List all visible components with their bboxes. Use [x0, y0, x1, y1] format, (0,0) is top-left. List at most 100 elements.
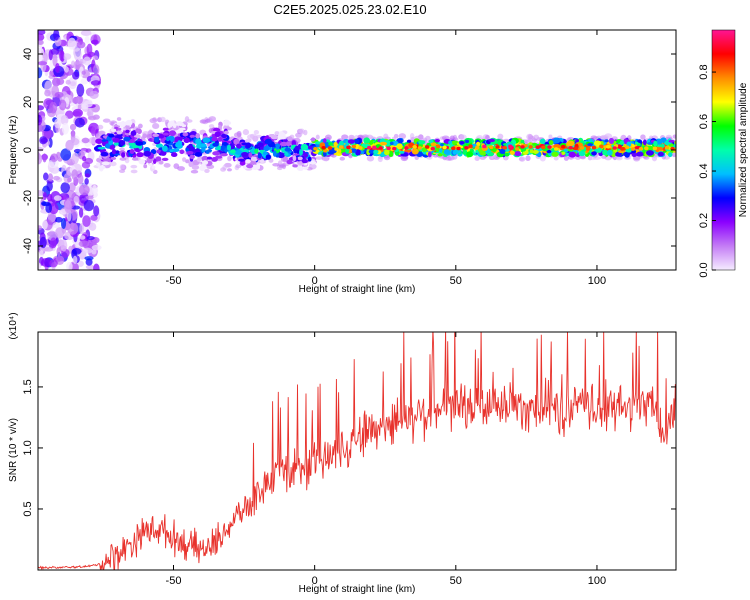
heatmap-cell [92, 184, 98, 195]
heatmap-cell [189, 134, 196, 138]
y-tick-label: -40 [22, 238, 34, 254]
heatmap-cell [315, 156, 323, 160]
heatmap-cell [282, 163, 287, 170]
heatmap-cell [111, 149, 117, 155]
heatmap-cell [169, 149, 174, 153]
heatmap-cell [120, 140, 126, 146]
heatmap-cell [101, 161, 110, 166]
heatmap-cell [658, 146, 663, 151]
heatmap-cell [53, 175, 61, 181]
heatmap-cell [434, 138, 440, 143]
heatmap-cell [47, 173, 54, 182]
heatmap-cell [204, 168, 210, 173]
heatmap-cell [322, 138, 327, 144]
heatmap-cell [245, 159, 251, 164]
heatmap-cell [135, 128, 140, 134]
heatmap-cell [116, 117, 122, 121]
heatmap-cell [587, 143, 593, 147]
heatmap-cell [87, 115, 97, 121]
y-tick-label: -20 [22, 190, 34, 206]
heatmap-cell [49, 259, 58, 268]
heatmap-cell [322, 156, 329, 162]
heatmap-cell [161, 157, 169, 162]
heatmap-cell [93, 263, 100, 270]
heatmap-cell [644, 146, 649, 151]
heatmap-cell [587, 138, 594, 143]
heatmap-cell [653, 140, 658, 147]
heatmap-cell [442, 145, 447, 150]
heatmap-cell [38, 114, 43, 126]
heatmap-cell [617, 150, 626, 154]
heatmap-cell [198, 143, 207, 147]
colorbar-ticks: 0.0 0.2 0.4 0.6 0.8 [698, 64, 716, 278]
heatmap-cell [86, 43, 93, 56]
heatmap-cell [248, 152, 253, 159]
heatmap-cell [143, 150, 152, 157]
heatmap-cell [211, 136, 218, 142]
heatmap-cell [563, 148, 569, 153]
heatmap-cell [55, 63, 60, 73]
spectrogram-panel: -50 0 50 100 -40 -20 0 20 40 Height of straight… [8, 29, 677, 295]
heatmap-cell [154, 136, 160, 143]
heatmap-cell [552, 137, 561, 144]
heatmap-cell [301, 159, 308, 164]
heatmap-cell [84, 173, 91, 178]
heatmap-cell [438, 147, 443, 153]
heatmap-cell [131, 157, 139, 161]
heatmap-cell [78, 207, 84, 218]
heatmap-cell [257, 142, 264, 148]
heatmap-cell [100, 151, 109, 157]
heatmap-cell [651, 155, 658, 162]
heatmap-cell [615, 151, 622, 157]
heatmap-cell [190, 169, 199, 174]
heatmap-cell [324, 134, 332, 141]
heatmap-cell [174, 136, 179, 143]
heatmap-cell [657, 151, 665, 157]
heatmap-cell [646, 150, 654, 156]
heatmap-cell [489, 145, 494, 150]
heatmap-cell [668, 152, 673, 158]
heatmap-cell [61, 122, 69, 135]
heatmap-cell [462, 150, 468, 155]
heatmap-cell [315, 134, 320, 140]
heatmap-cell [71, 169, 78, 181]
heatmap-cell [672, 134, 676, 139]
heatmap-cell [84, 35, 90, 44]
heatmap-cell [616, 139, 621, 144]
heatmap-cell [110, 128, 117, 133]
heatmap-cell [84, 178, 89, 185]
heatmap-cell [130, 164, 138, 169]
heatmap-cell [205, 149, 210, 154]
heatmap-cell [601, 155, 607, 159]
heatmap-cell [334, 147, 339, 151]
heatmap-cell [230, 149, 236, 154]
heatmap-cell [599, 144, 604, 149]
heatmap-cell [53, 30, 60, 41]
heatmap-cell [322, 151, 327, 157]
heatmap-cell [265, 154, 272, 160]
heatmap-cell [263, 145, 270, 152]
heatmap-cell [652, 146, 658, 151]
heatmap-cell [664, 145, 670, 150]
heatmap-cell [430, 142, 437, 147]
heatmap-cell [188, 161, 193, 168]
heatmap-cell [386, 146, 391, 151]
heatmap-cell [185, 159, 190, 164]
heatmap-cell [254, 148, 259, 154]
heatmap-cell [202, 160, 209, 165]
heatmap-cell [176, 121, 183, 125]
heatmap-cell [52, 222, 61, 229]
heatmap-cell [428, 139, 434, 144]
snr-x-axis-label: Height of straight line (km) [299, 584, 416, 595]
heatmap-cell [50, 237, 57, 249]
heatmap-cell [509, 150, 515, 155]
heatmap-cell [536, 152, 541, 157]
heatmap-cell [561, 144, 566, 149]
heatmap-cell [447, 156, 452, 161]
heatmap-cell [76, 83, 85, 97]
heatmap-cell [459, 134, 467, 141]
heatmap-cell [162, 145, 168, 152]
heatmap-cell [200, 147, 206, 153]
heatmap-cell [67, 37, 77, 50]
heatmap-cell [389, 141, 394, 146]
